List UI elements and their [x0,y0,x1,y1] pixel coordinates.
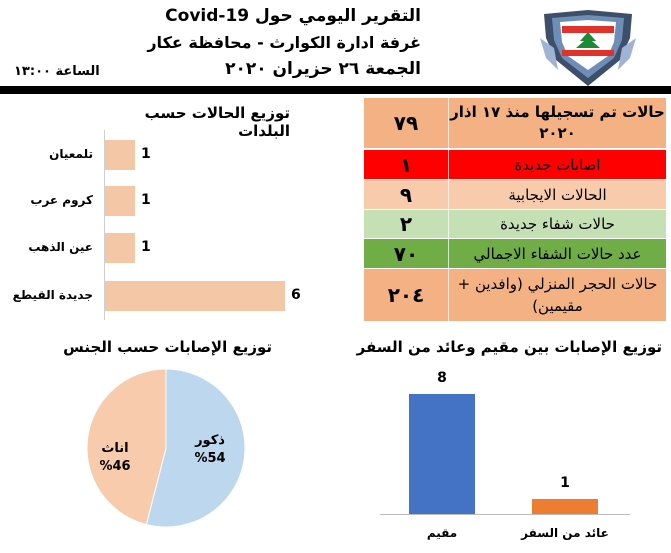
travel-bar [532,499,598,514]
town-value-label: 1 [141,146,151,162]
stat-label: حالات تم تسجيلها منذ ١٧ اذار ٢٠٢٠ [448,98,666,148]
town-value-label: 6 [291,287,301,303]
stat-label: الحالات الايجابية [448,180,666,209]
travel-value-label: 8 [437,370,447,386]
stat-row-positive: ٩ الحالات الايجابية [364,180,666,209]
town-bar [105,281,285,311]
stat-value: ١ [364,150,448,179]
pie-label-female: اناث %46 [90,440,140,476]
town-bar [105,140,135,170]
stat-value: ٢ [364,210,448,238]
report-time: الساعة ١٣:٠٠ [14,64,100,79]
gender-chart-title: توزيع الإصابات حسب الجنس [63,338,272,356]
town-value-label: 1 [141,239,151,255]
stat-value: ٧٩ [364,98,448,148]
stat-label: حالات شفاء جديدة [448,210,666,238]
pie-label-female-value: %46 [99,459,131,474]
town-bar [105,186,135,216]
town-value-label: 1 [141,192,151,208]
stat-row-total: ٧٩ حالات تم تسجيلها منذ ١٧ اذار ٢٠٢٠ [364,98,666,148]
town-bar [105,233,135,263]
pie-label-male: ذكور %54 [180,432,240,468]
stat-row-new-recoveries: ٢ حالات شفاء جديدة [364,210,666,238]
stat-row-home-quarantine: ٢٠٤ حالات الحجر المنزلي (وافدين + مقيمين… [364,269,666,321]
travel-chart-title: توزيع الإصابات بين مقيم وعائد من السفر [356,338,662,356]
lebanese-cedar-shield-icon [540,10,636,86]
stat-row-total-recoveries: ٧٠ عدد حالات الشفاء الاجمالي [364,239,666,268]
pie-label-female-name: اناث [101,441,129,456]
gender-pie-chart [86,368,246,528]
stat-label: اصابات جديدة [448,150,666,179]
stat-label: عدد حالات الشفاء الاجمالي [448,239,666,268]
pie-slice-male [145,368,246,528]
travel-category-label: عائد من السفر [521,526,609,540]
travel-category-label: مقيم [426,526,458,540]
pie-slice-female [86,368,167,526]
report-subtitle: غرفة ادارة الكوارث - محافظة عكار [147,33,421,52]
town-label: تلمعيان [49,147,93,161]
pie-label-male-value: %54 [194,451,226,466]
travel-chart-axis [380,514,630,515]
report-title: التقرير اليومي حول Covid-19 [165,6,421,26]
towns-chart-title: توزيع الحالات حسب البلدات [144,104,290,140]
stat-value: ٢٠٤ [364,269,448,321]
travel-value-label: 1 [560,475,570,491]
stat-value: ٩ [364,180,448,209]
report-date: الجمعة ٢٦ حزيران ٢٠٢٠ [225,59,421,79]
pie-label-male-name: ذكور [195,433,225,448]
stat-label: حالات الحجر المنزلي (وافدين + مقيمين) [448,269,666,321]
stat-value: ٧٠ [364,239,448,268]
town-label: كروم عرب [30,193,93,207]
travel-bar [409,394,475,514]
stat-row-new-cases: ١ اصابات جديدة [364,150,666,179]
header-divider [0,86,671,94]
towns-chart-axis [104,130,105,320]
town-label: جديدة القيطع [12,288,93,302]
town-label: عين الذهب [28,240,93,254]
